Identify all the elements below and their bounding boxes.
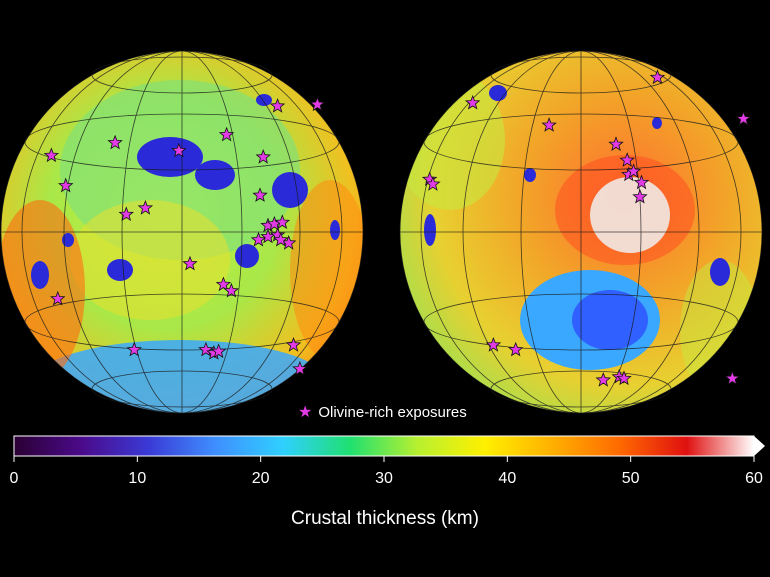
colorbar-tick-label: 10 (128, 470, 147, 487)
nearside-hemisphere (0, 50, 364, 414)
olivine-star-marker (255, 148, 271, 164)
olivine-star-marker (43, 147, 60, 163)
colorbar-tick-label: 50 (621, 470, 640, 487)
olivine-star-marker (425, 176, 441, 191)
colorbar-tick-label: 60 (745, 470, 763, 487)
olivine-star-marker (210, 343, 227, 358)
colorbar-tick-label: 30 (375, 470, 393, 487)
olivine-star-marker (285, 337, 302, 352)
colorbar-tick-label: 20 (251, 470, 270, 487)
olivine-star-marker (58, 177, 74, 193)
olivine-star-marker (724, 370, 741, 386)
olivine-star-marker (252, 187, 268, 202)
olivine-star-marker (485, 337, 502, 352)
olivine-star-marker (107, 134, 123, 150)
olivine-star-marker (274, 214, 291, 230)
olivine-star-marker (223, 282, 240, 298)
olivine-star-marker (309, 96, 326, 112)
olivine-star-marker (649, 69, 666, 85)
colorbar (13, 435, 765, 462)
olivine-star-marker (464, 94, 481, 110)
olivine-star-marker (171, 142, 187, 158)
colorbar-tick-label: 40 (498, 470, 517, 487)
olivine-star-marker (619, 152, 635, 167)
olivine-star-marker (218, 126, 235, 142)
colorbar-tick-label: 0 (9, 470, 19, 487)
olivine-star-marker (633, 174, 650, 190)
legend: ★ Olivine-rich exposures (298, 404, 467, 421)
olivine-star-marker (273, 231, 289, 247)
olivine-marker-group (421, 69, 752, 387)
olivine-star-marker (616, 370, 632, 386)
olivine-star-marker (507, 341, 524, 357)
olivine-star-marker (625, 163, 642, 178)
olivine-star-marker (595, 372, 612, 387)
olivine-star-marker (541, 117, 557, 132)
olivine-star-marker (269, 98, 286, 113)
olivine-star-marker (215, 276, 232, 292)
olivine-star-marker (50, 290, 66, 306)
olivine-star-marker (198, 341, 214, 357)
olivine-star-marker (182, 255, 198, 271)
olivine-star-marker (608, 136, 624, 152)
colorbar-title: Crustal thickness (km) (291, 508, 479, 529)
olivine-star-marker (118, 206, 134, 221)
farside-hemisphere (399, 50, 763, 414)
olivine-star-marker (126, 341, 142, 357)
olivine-star-marker (250, 231, 267, 247)
olivine-star-marker (632, 188, 648, 204)
olivine-marker-group (43, 96, 326, 376)
olivine-star-marker (137, 199, 154, 215)
star-icon: ★ (298, 403, 313, 421)
olivine-star-marker (735, 110, 752, 126)
olivine-star-marker (292, 360, 308, 376)
legend-label: Olivine-rich exposures (318, 404, 467, 421)
